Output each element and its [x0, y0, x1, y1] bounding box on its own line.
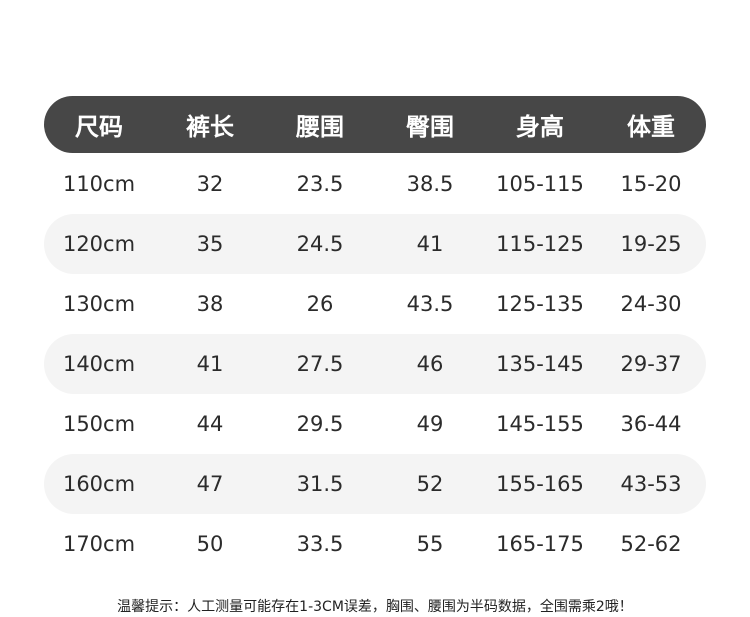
cell-weight: 52-62	[620, 532, 682, 556]
table-body: 110cm 32 23.5 38.5 105-115 15-20 120cm 35 24.5 41…	[44, 154, 706, 574]
cell-size: 120cm	[62, 232, 136, 256]
cell-height: 125-135	[496, 292, 584, 316]
cell-weight: 29-37	[620, 352, 682, 376]
cell-height: 155-165	[496, 472, 584, 496]
size-chart-table: 尺码 裤长 腰围 臀围 身高 体重 110cm 32 23.5 38.5 105-115…	[44, 96, 706, 574]
cell-size: 130cm	[62, 292, 136, 316]
table-row: 130cm 38 26 43.5 125-135 24-30	[44, 274, 706, 334]
measurement-note: 温馨提示：人工测量可能存在1-3CM误差，胸围、腰围为半码数据，全围需乘2哦！	[117, 599, 633, 615]
cell-size: 160cm	[62, 472, 136, 496]
cell-weight: 24-30	[620, 292, 682, 316]
cell-waist: 31.5	[296, 472, 344, 496]
table-header: 尺码 裤长 腰围 臀围 身高 体重	[44, 96, 706, 153]
cell-size: 150cm	[62, 412, 136, 436]
cell-height: 105-115	[496, 172, 584, 196]
cell-hip: 38.5	[406, 172, 454, 196]
cell-waist: 33.5	[296, 532, 344, 556]
cell-pants-length: 44	[196, 412, 224, 436]
header-waist: 腰围	[296, 113, 344, 141]
table-row: 120cm 35 24.5 41 115-125 19-25	[44, 214, 706, 274]
cell-waist: 23.5	[296, 172, 344, 196]
cell-pants-length: 38	[196, 292, 224, 316]
cell-hip: 43.5	[406, 292, 454, 316]
table-row: 110cm 32 23.5 38.5 105-115 15-20	[44, 154, 706, 214]
cell-hip: 46	[416, 352, 444, 376]
cell-hip: 55	[416, 532, 444, 556]
cell-waist: 24.5	[296, 232, 344, 256]
cell-weight: 19-25	[620, 232, 682, 256]
cell-height: 115-125	[496, 232, 584, 256]
cell-waist: 26	[306, 292, 334, 316]
cell-weight: 15-20	[620, 172, 682, 196]
table-row: 170cm 50 33.5 55 165-175 52-62	[44, 514, 706, 574]
table-row: 150cm 44 29.5 49 145-155 36-44	[44, 394, 706, 454]
cell-pants-length: 47	[196, 472, 224, 496]
cell-waist: 29.5	[296, 412, 344, 436]
cell-height: 135-145	[496, 352, 584, 376]
cell-size: 110cm	[62, 172, 136, 196]
header-pants-length: 裤长	[186, 113, 234, 141]
cell-size: 140cm	[62, 352, 136, 376]
header-hip: 臀围	[406, 113, 454, 141]
cell-waist: 27.5	[296, 352, 344, 376]
cell-pants-length: 35	[196, 232, 224, 256]
cell-hip: 49	[416, 412, 444, 436]
cell-height: 145-155	[496, 412, 584, 436]
header-height: 身高	[516, 113, 564, 141]
table-row: 160cm 47 31.5 52 155-165 43-53	[44, 454, 706, 514]
cell-weight: 36-44	[620, 412, 682, 436]
header-weight: 体重	[627, 113, 675, 141]
cell-pants-length: 41	[196, 352, 224, 376]
cell-hip: 41	[416, 232, 444, 256]
header-size: 尺码	[75, 113, 123, 141]
cell-pants-length: 50	[196, 532, 224, 556]
cell-pants-length: 32	[196, 172, 224, 196]
cell-height: 165-175	[496, 532, 584, 556]
cell-weight: 43-53	[620, 472, 682, 496]
table-row: 140cm 41 27.5 46 135-145 29-37	[44, 334, 706, 394]
cell-hip: 52	[416, 472, 444, 496]
cell-size: 170cm	[62, 532, 136, 556]
